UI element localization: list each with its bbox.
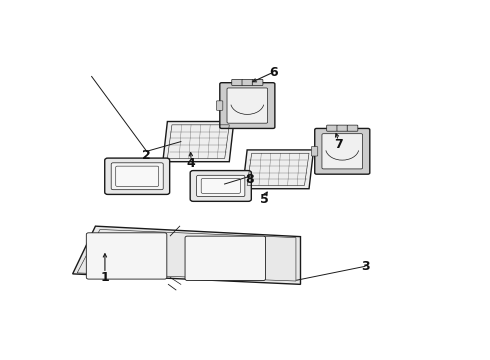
FancyBboxPatch shape: [327, 125, 337, 131]
FancyBboxPatch shape: [232, 79, 243, 85]
FancyBboxPatch shape: [116, 166, 159, 186]
FancyBboxPatch shape: [86, 233, 167, 279]
Text: 8: 8: [245, 172, 253, 185]
FancyBboxPatch shape: [105, 158, 170, 194]
FancyBboxPatch shape: [315, 129, 370, 174]
FancyBboxPatch shape: [201, 179, 240, 193]
Polygon shape: [243, 150, 314, 189]
FancyBboxPatch shape: [311, 147, 318, 156]
Text: 3: 3: [361, 260, 369, 273]
Text: 1: 1: [100, 271, 109, 284]
Text: 7: 7: [334, 138, 343, 151]
FancyBboxPatch shape: [347, 125, 358, 131]
Polygon shape: [163, 122, 234, 162]
FancyBboxPatch shape: [185, 236, 266, 280]
Text: 5: 5: [260, 193, 269, 206]
FancyBboxPatch shape: [190, 171, 251, 201]
FancyBboxPatch shape: [220, 83, 275, 129]
Polygon shape: [73, 226, 300, 284]
Text: 2: 2: [142, 149, 151, 162]
Text: 4: 4: [186, 157, 195, 170]
FancyBboxPatch shape: [337, 125, 347, 131]
FancyBboxPatch shape: [217, 101, 223, 110]
FancyBboxPatch shape: [111, 163, 163, 190]
FancyBboxPatch shape: [196, 175, 245, 197]
FancyBboxPatch shape: [242, 79, 253, 85]
FancyBboxPatch shape: [252, 79, 263, 85]
FancyBboxPatch shape: [322, 134, 363, 169]
Text: 6: 6: [270, 66, 278, 79]
FancyBboxPatch shape: [227, 88, 268, 123]
